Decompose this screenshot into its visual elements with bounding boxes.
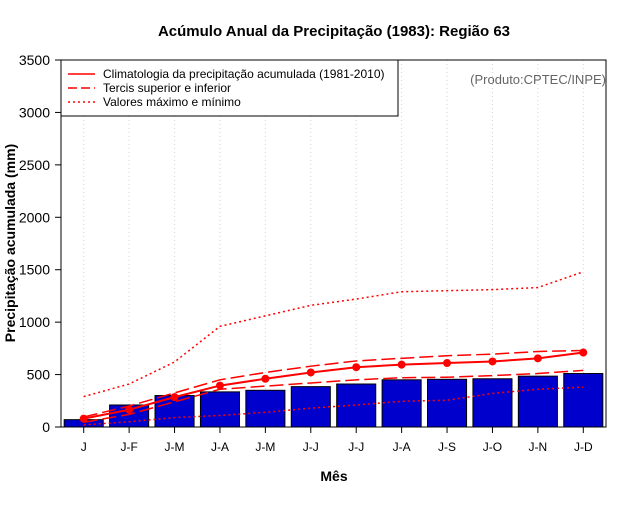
y-tick-label: 2500 [19,157,50,173]
bar [472,378,513,428]
extreme-line [83,271,584,398]
legend-label-extremes: Valores máximo e mínimo [103,95,241,109]
x-axis-label: Mês [320,468,347,484]
legend-box [60,59,399,117]
x-tick-label: J-J [348,440,364,454]
x-tick-label: J-A [211,440,229,454]
bar [563,373,604,428]
y-tick-label: 0 [42,419,50,435]
x-tick-label: J-M [255,440,275,454]
x-tick-label: J-M [165,440,185,454]
x-tick-label: J [81,440,87,454]
x-tick-label: J-S [438,440,456,454]
y-tick-label: 500 [27,367,51,383]
climatology-point [397,360,406,369]
x-axis: J J-F J-M J-A J-M J-J J-J J-A J-S J-O J-N J-D [81,427,593,454]
x-tick-label: J-J [303,440,319,454]
bar [381,379,422,428]
climatology-point [125,405,134,414]
legend-label-terciles: Tercis superior e inferior [103,81,231,95]
legend-label-climatology: Climatologia da precipitação acumulada (… [103,67,385,81]
tercile-line [83,369,584,424]
x-tick-label: J-D [574,440,593,454]
y-tick-label: 2000 [19,209,50,225]
climatology-point [215,381,224,390]
y-tick-label: 1500 [19,262,50,278]
y-axis-label: Precipitação acumulada (mm) [2,144,18,342]
y-tick-label: 3000 [19,104,50,120]
climatology-line [83,351,584,420]
product-credit: (Produto:CPTEC/INPE) [470,72,606,87]
line-layer [79,271,588,426]
climatology-point [352,363,361,372]
climatology-point [488,357,497,366]
x-tick-label: J-F [120,440,137,454]
climatology-point [443,359,452,368]
bar [427,378,468,428]
chart-title: Acúmulo Anual da Precipitação (1983): Re… [158,23,510,40]
x-tick-label: J-A [393,440,411,454]
climatology-point [579,348,588,357]
y-axis: 0 500 1000 1500 2000 2500 3000 3500 [19,52,61,435]
climatology-point [170,393,179,402]
bar-layer [63,373,604,428]
y-tick-label: 3500 [19,52,50,68]
climatology-point [261,374,270,383]
bar [517,375,558,428]
y-tick-label: 1000 [19,314,50,330]
x-tick-label: J-N [529,440,548,454]
legend: Climatologia da precipitação acumulada (… [60,59,399,117]
bar [336,383,377,428]
climatology-point [533,354,542,363]
bar [199,391,240,428]
bar [245,389,286,428]
tercile-line [83,349,584,418]
x-tick-label: J-O [483,440,502,454]
climatology-point [306,368,315,377]
extreme-line [83,386,584,426]
